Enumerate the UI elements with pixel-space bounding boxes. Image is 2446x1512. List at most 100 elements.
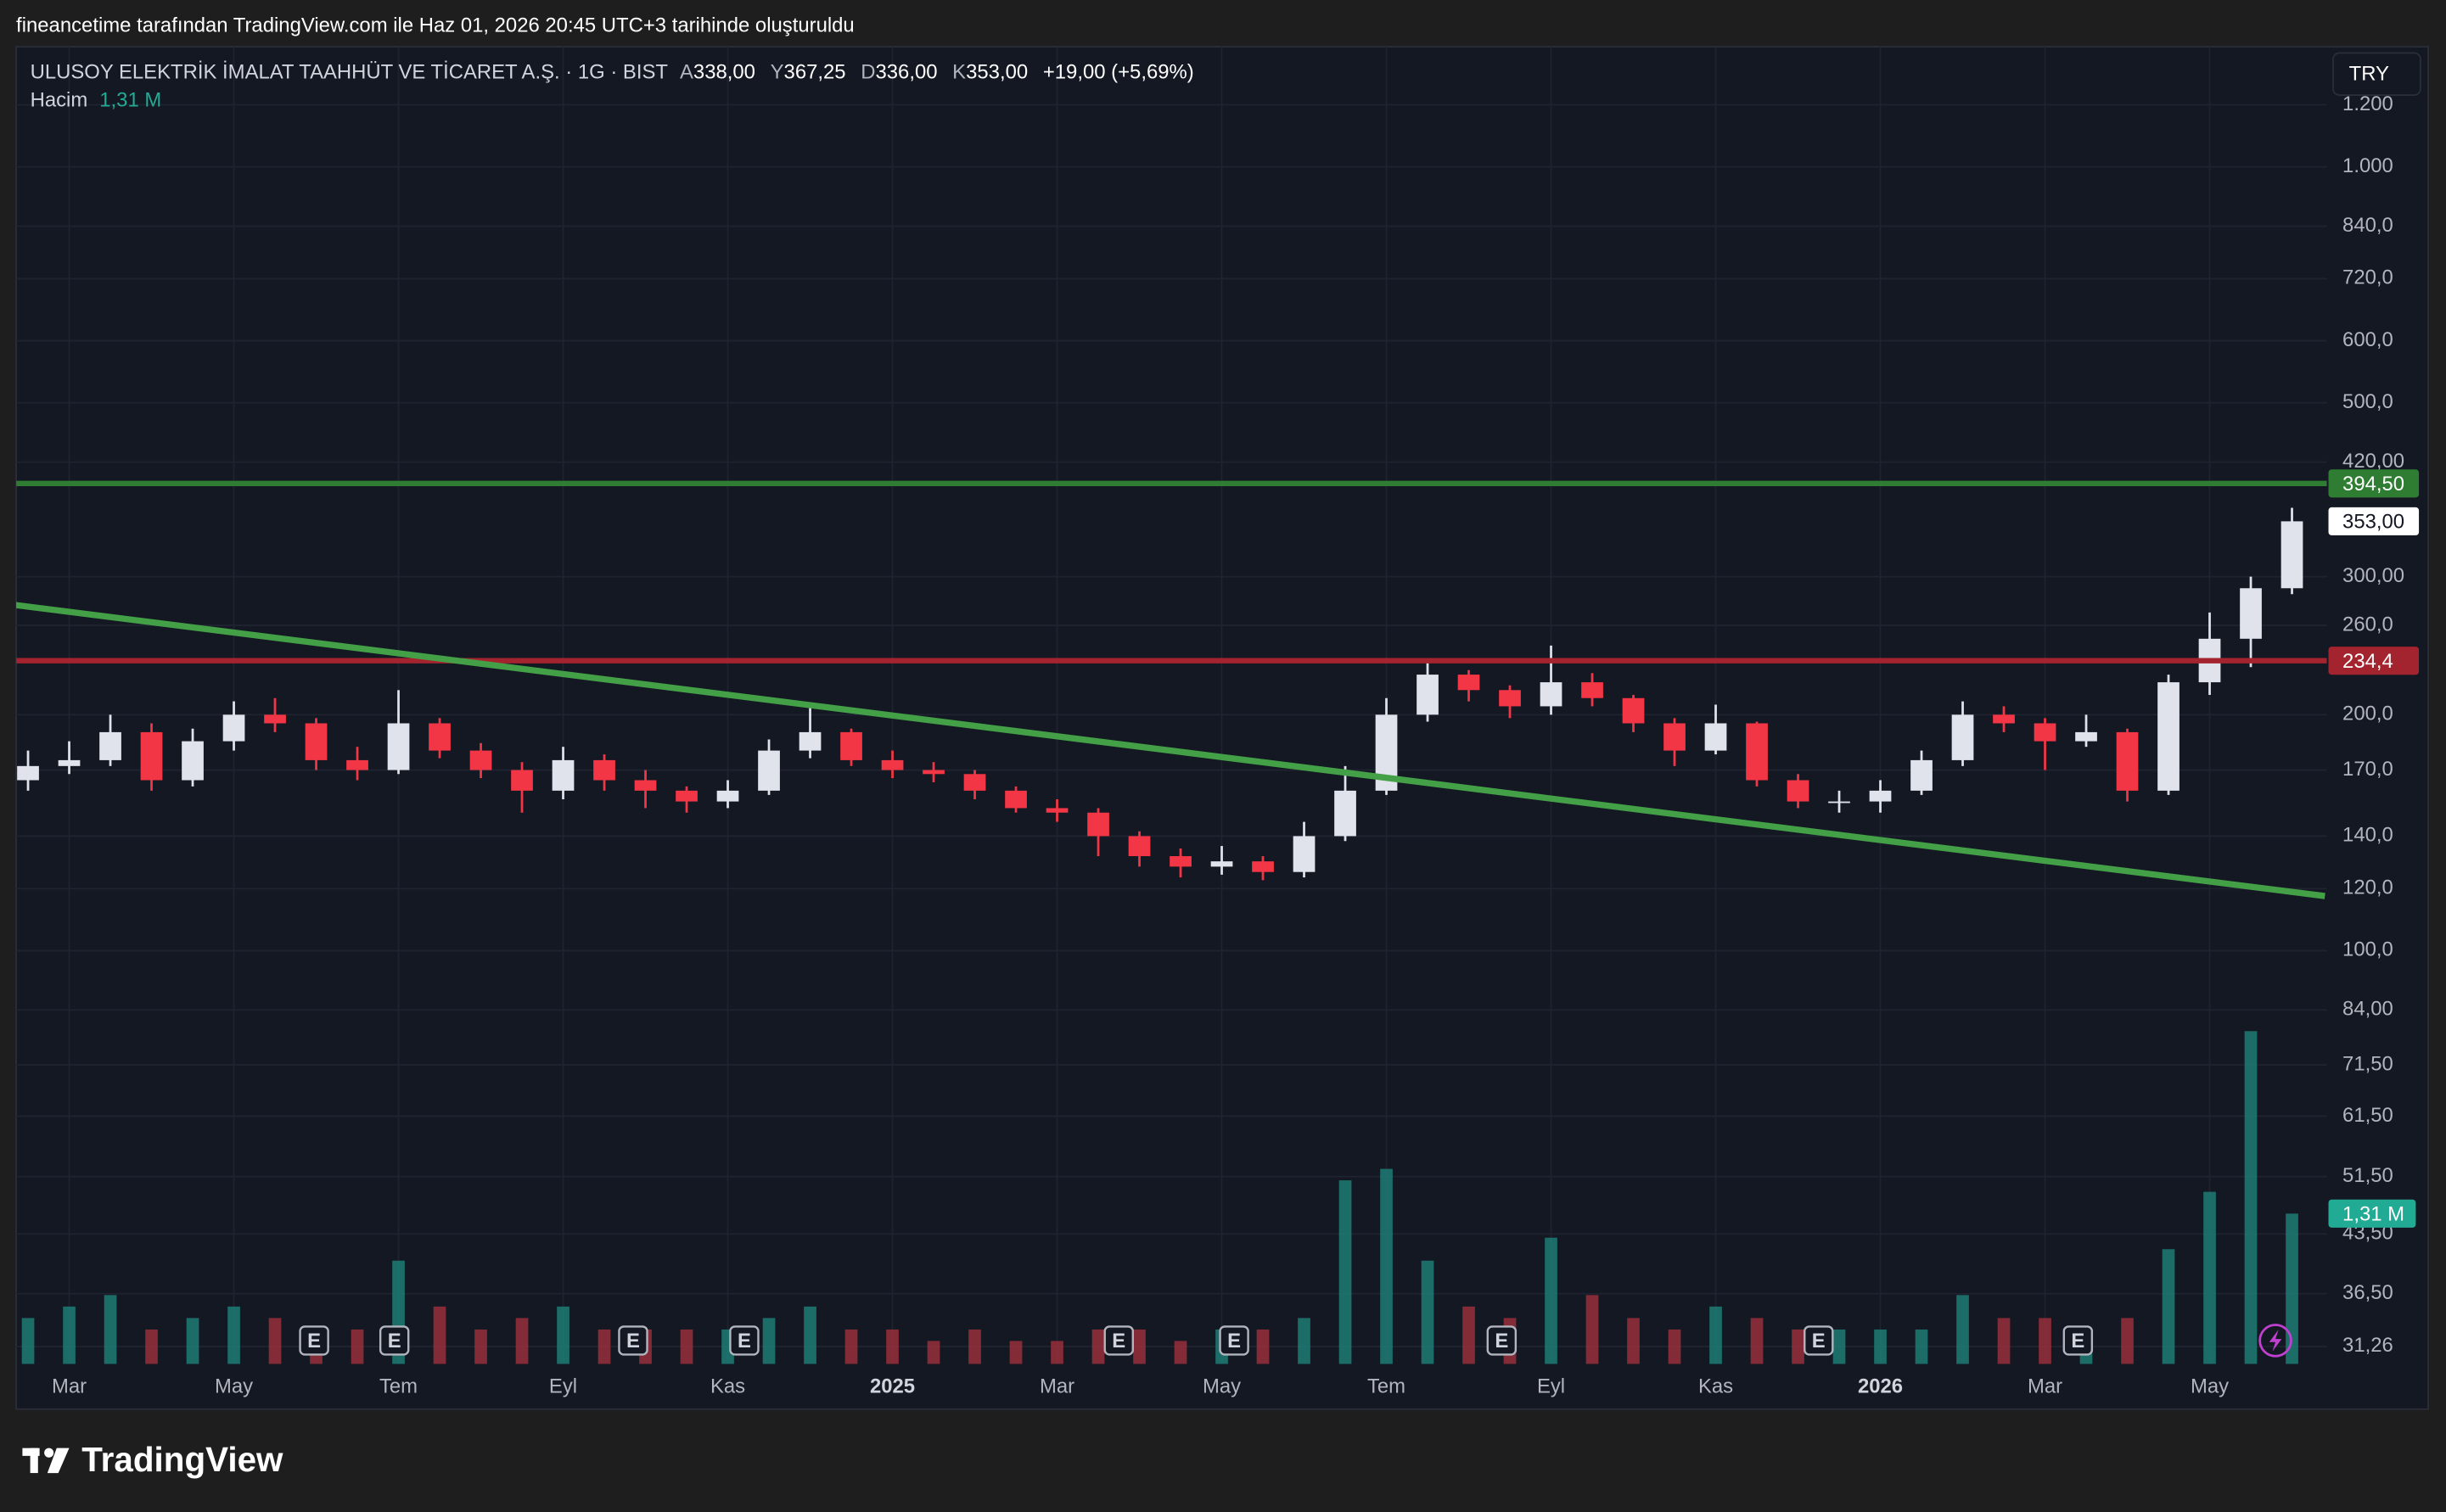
legend-ohlc-label: A (680, 61, 693, 84)
volume-bar (680, 1329, 693, 1364)
volume-bar (1091, 1329, 1105, 1364)
candle-body (593, 759, 615, 781)
y-tick-label: 300,00 (2342, 564, 2404, 587)
volume-bar (1009, 1341, 1023, 1364)
candle-body (1828, 801, 1850, 804)
candle-body (1252, 861, 1274, 872)
candle-body (1334, 790, 1356, 837)
volume-bar (2286, 1213, 2298, 1364)
event-marker (1804, 1325, 1834, 1356)
x-tick-label: Mar (1040, 1375, 1074, 1397)
legend-ohlc-value: 336,00 (876, 61, 938, 84)
volume-bar (1256, 1329, 1270, 1364)
volume-bar (1709, 1306, 1722, 1364)
y-tick-label: 140,0 (2342, 824, 2393, 847)
last-price-label: 353,00 (2342, 511, 2404, 534)
candle-body (2034, 723, 2056, 742)
candle-body (1622, 697, 1645, 724)
candle-body (2075, 731, 2097, 742)
currency-button[interactable] (2332, 52, 2421, 96)
candle-body (469, 750, 492, 770)
candle-body (840, 731, 862, 760)
event-label: E (307, 1330, 321, 1352)
candle-body (1787, 780, 1809, 802)
price-axis: 1.200 1.000 840,0 720,0 600,0 500,0 420,00 300,… (52, 92, 2420, 1397)
volume-bar (2203, 1191, 2216, 1364)
legend-ohlc-value: 338,00 (693, 61, 755, 84)
x-tick-label: Tem (379, 1375, 418, 1397)
candle-body (799, 731, 822, 751)
volume-bar (1956, 1295, 1969, 1364)
volume-name: Hacim (31, 89, 88, 112)
x-tick-label: Eyl (1537, 1375, 1565, 1397)
event-label: E (738, 1330, 751, 1352)
level-label: 394,50 (2342, 473, 2404, 496)
volume-bar (63, 1306, 76, 1364)
event-label: E (1495, 1330, 1508, 1352)
legend-ohlc-label: D (861, 61, 875, 84)
volume-bar (1133, 1329, 1146, 1364)
event-marker (1219, 1325, 1249, 1356)
trendline (16, 602, 2325, 899)
level-label: 234,4 (2342, 650, 2393, 673)
event-label: E (1812, 1330, 1826, 1352)
volume-bar (762, 1318, 776, 1364)
candle-body (552, 759, 575, 791)
volume-bar (597, 1329, 611, 1364)
x-tick-label: Kas (710, 1375, 745, 1397)
volume-bar (1750, 1318, 1764, 1364)
volume-bar (433, 1306, 446, 1364)
volume-bar (145, 1329, 158, 1364)
y-tick-label: 1.000 (2342, 154, 2393, 177)
candle-body (511, 770, 533, 791)
candle-body (1210, 861, 1233, 867)
legend-ohlc-label: K (952, 61, 966, 84)
logo-text: TradingView (81, 1440, 283, 1479)
logo-icon (22, 1448, 70, 1474)
event-label: E (1227, 1330, 1241, 1352)
x-tick-label: Kas (1698, 1375, 1733, 1397)
volume-bar (1298, 1318, 1310, 1364)
x-tick-label: May (2191, 1375, 2229, 1397)
y-tick-label: 100,0 (2342, 938, 2393, 961)
y-tick-label: 31,26 (2342, 1334, 2393, 1357)
candle-body (1499, 690, 1521, 707)
currency[interactable]: TRY (2349, 62, 2389, 85)
volume-bar (557, 1306, 569, 1364)
y-tick-label: 260,0 (2342, 613, 2393, 636)
candle-body (17, 765, 39, 781)
y-tick-label: 600,0 (2342, 328, 2393, 351)
candle-body (2240, 588, 2262, 639)
volume-bar (1545, 1237, 1557, 1364)
candle-body (1951, 714, 1974, 760)
volume-bar (1462, 1306, 1475, 1364)
event-marker (299, 1325, 329, 1356)
candle-body (99, 731, 121, 760)
volume-bar (1174, 1341, 1187, 1364)
event-marker (1486, 1325, 1518, 1356)
volume-bar (1051, 1341, 1063, 1364)
alert-icon[interactable] (2258, 1324, 2292, 1358)
volume-bar (1792, 1329, 1804, 1364)
volume-bar (474, 1329, 487, 1364)
volume-bar (2121, 1318, 2134, 1364)
event-marker (729, 1325, 760, 1356)
volume-bar (1668, 1329, 1681, 1364)
candle-body (346, 759, 368, 770)
candle-body (923, 770, 945, 775)
candle-body (429, 723, 451, 751)
volume-last-box (2328, 1199, 2416, 1228)
candle-body (1087, 812, 1109, 837)
x-tick-label: 2025 (870, 1375, 915, 1397)
candle-body (1170, 856, 1192, 867)
legend-ohlc-value: 353,00 (966, 61, 1028, 84)
volume-bar (1832, 1329, 1846, 1364)
volume-bar (515, 1318, 529, 1364)
candle-body (182, 741, 204, 781)
volume-bar (1585, 1295, 1599, 1364)
volume-bar (2162, 1249, 2175, 1364)
y-tick-label: 71,50 (2342, 1052, 2393, 1075)
y-tick-label: 720,0 (2342, 266, 2393, 289)
candle-body (305, 723, 328, 760)
candle-body (222, 714, 245, 742)
